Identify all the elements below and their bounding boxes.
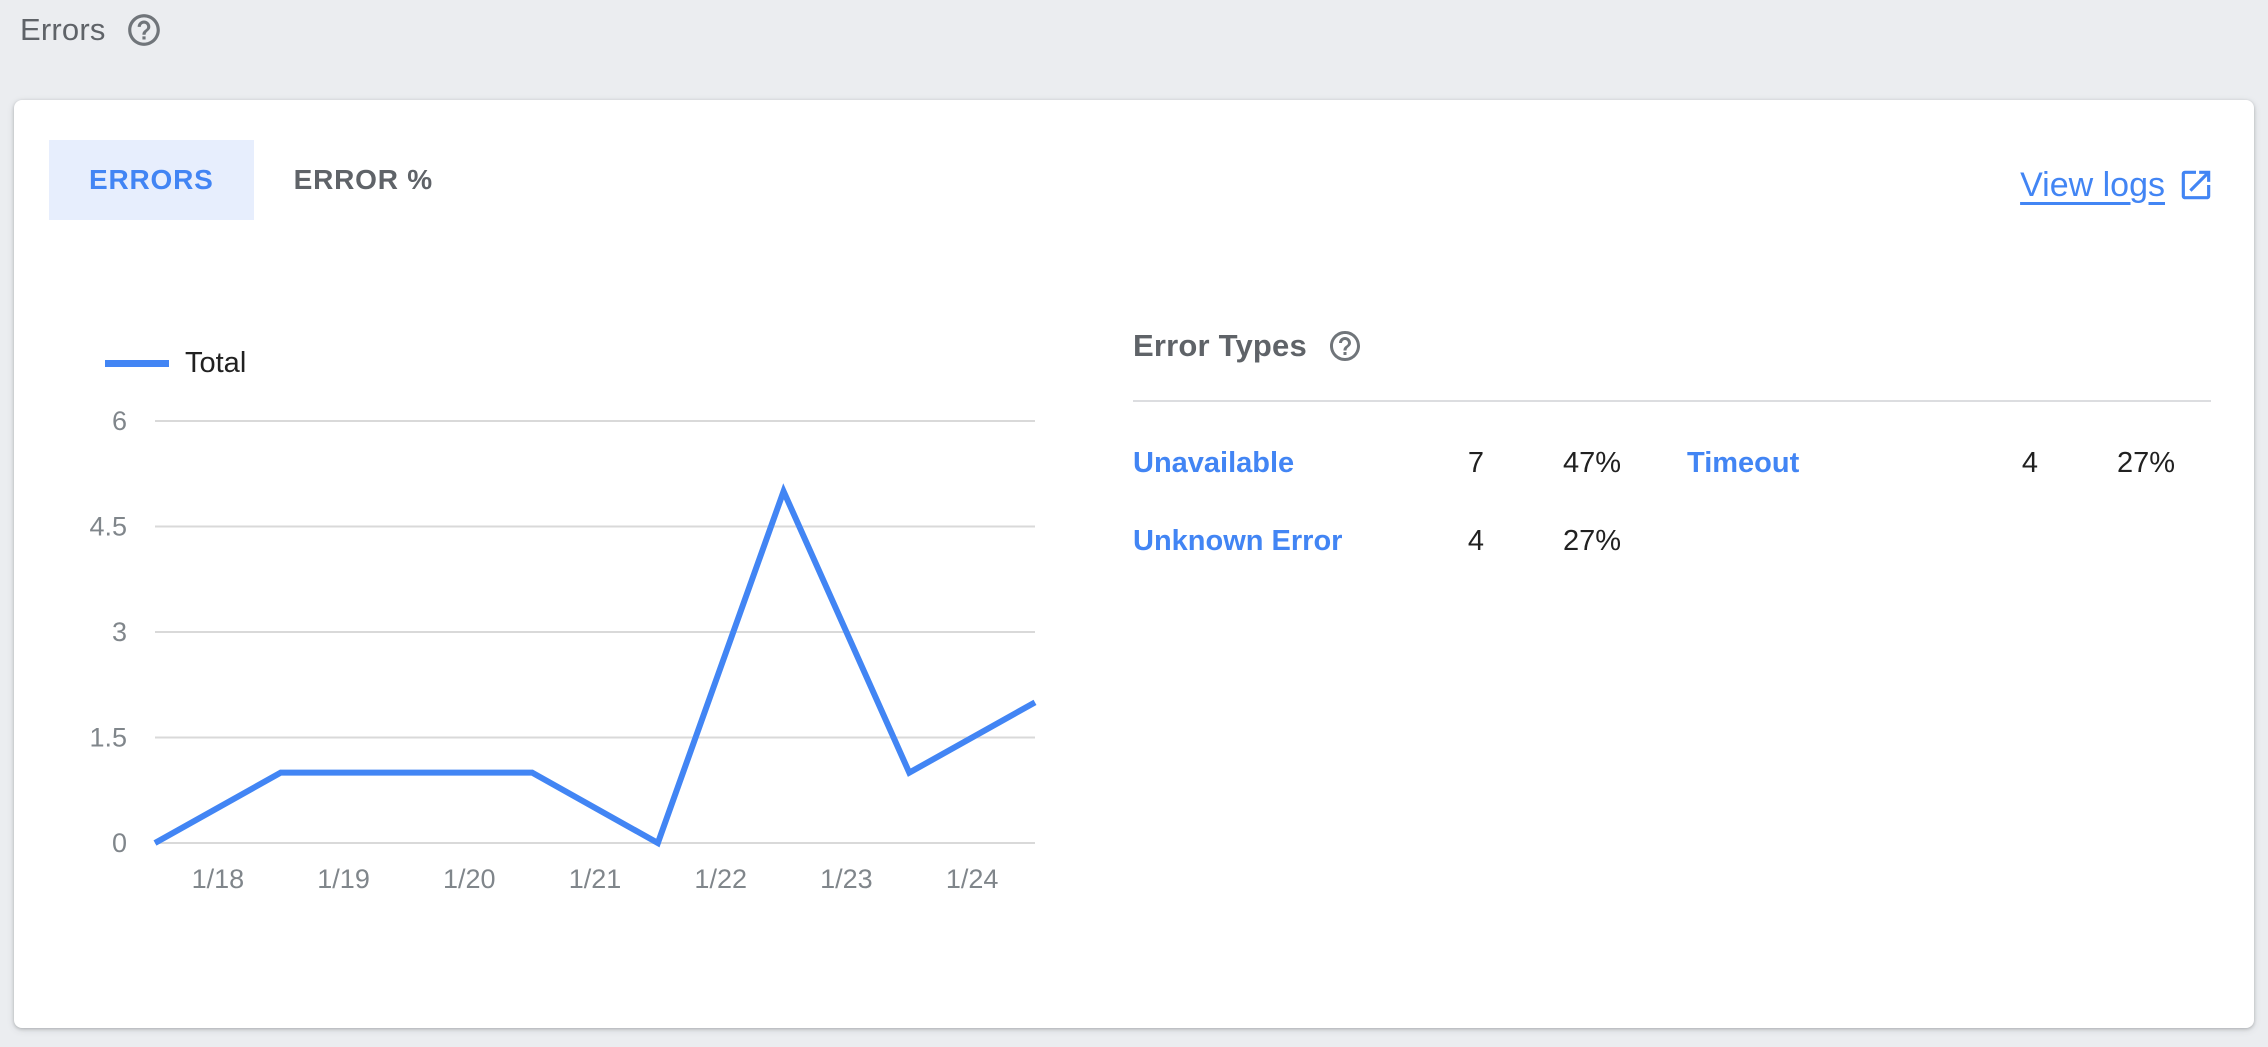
svg-text:1/19: 1/19 — [317, 864, 370, 894]
error-types-panel: Error Types Unavailable 7 47% Timeout 4 … — [1133, 322, 2211, 580]
svg-text:6: 6 — [112, 406, 127, 436]
error-type-percent: 27% — [1562, 524, 1621, 557]
tab-error-percent[interactable]: ERROR % — [293, 164, 433, 195]
legend-label: Total — [185, 346, 247, 379]
error-type-link-unknown-error[interactable]: Unknown Error — [1133, 524, 1343, 557]
view-logs-link[interactable]: View logs — [2020, 158, 2215, 212]
divider — [1133, 400, 2211, 402]
error-types-heading: Error Types — [1133, 328, 1307, 363]
view-logs-label: View logs — [2020, 165, 2165, 204]
svg-text:1/18: 1/18 — [192, 864, 245, 894]
chart-tabs: ERRORS ERROR % — [49, 140, 473, 220]
page-header: Errors — [20, 4, 163, 56]
tab-errors[interactable]: ERRORS — [49, 140, 254, 220]
chart-legend: Total — [105, 342, 246, 384]
errors-card: ERRORS ERROR % View logs Total 0 1.5 3 4.5 6… — [14, 100, 2254, 1028]
error-type-count: 4 — [2021, 446, 2038, 479]
page-title: Errors — [20, 12, 106, 47]
error-type-link-unavailable[interactable]: Unavailable — [1133, 446, 1295, 479]
help-icon[interactable] — [1327, 328, 1363, 364]
error-types-table: Unavailable 7 47% Timeout 4 27% Unknown … — [1133, 424, 2211, 580]
open-in-new-icon — [2181, 170, 2211, 200]
svg-text:1/21: 1/21 — [569, 864, 622, 894]
errors-line-chart[interactable]: 0 1.5 3 4.5 6 1/18 1/19 1/20 1/21 1/22 1/23 1/24 — [75, 400, 1095, 960]
svg-text:0: 0 — [112, 828, 127, 858]
svg-text:3: 3 — [112, 617, 127, 647]
svg-text:1/20: 1/20 — [443, 864, 496, 894]
error-type-count: 7 — [1467, 446, 1484, 479]
svg-text:1/24: 1/24 — [946, 864, 999, 894]
error-type-percent: 27% — [2116, 446, 2175, 479]
svg-text:1/23: 1/23 — [820, 864, 873, 894]
error-type-count: 4 — [1467, 524, 1484, 557]
svg-text:1/22: 1/22 — [694, 864, 747, 894]
svg-text:1.5: 1.5 — [89, 723, 127, 753]
svg-text:4.5: 4.5 — [89, 512, 127, 542]
error-type-link-timeout[interactable]: Timeout — [1687, 446, 1800, 479]
help-icon[interactable] — [125, 11, 163, 49]
error-types-header: Error Types — [1133, 322, 2211, 370]
error-type-percent: 47% — [1562, 446, 1621, 479]
legend-line-swatch — [105, 359, 169, 367]
